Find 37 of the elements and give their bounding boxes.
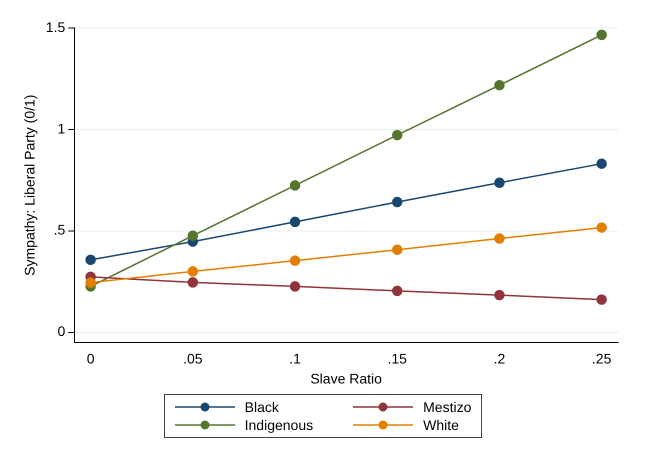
y-tick-label: 1	[57, 120, 66, 136]
point	[392, 130, 402, 140]
point	[188, 230, 198, 241]
point	[290, 281, 300, 292]
point	[596, 158, 607, 169]
x-tick-label: .05	[183, 350, 203, 367]
point	[494, 178, 505, 188]
x-tick-label: .15	[388, 350, 408, 367]
point	[290, 255, 300, 266]
legend-label: Black	[244, 399, 279, 415]
x-tick-label: .25	[592, 350, 612, 367]
y-tick-label: 0	[57, 323, 66, 340]
point	[188, 277, 198, 288]
point	[596, 222, 607, 233]
point	[494, 233, 505, 244]
legend-label: Indigenous	[244, 417, 314, 433]
point	[494, 290, 505, 300]
legend-label: Mestizo	[423, 399, 472, 415]
point	[596, 30, 607, 40]
x-tick-label: .2	[494, 350, 506, 367]
x-tick-label: .1	[289, 350, 302, 367]
y-axis-title: Sympathy: Liberal Party (0/1)	[21, 94, 38, 276]
y-tick-label: 1.5	[46, 18, 66, 35]
point	[85, 254, 96, 266]
point	[290, 180, 300, 191]
x-tick-label: 0	[86, 350, 95, 367]
legend-label: White	[423, 417, 459, 433]
point	[290, 216, 300, 228]
point	[392, 286, 402, 296]
point	[392, 244, 402, 255]
x-axis-title: Slave Ratio	[310, 370, 382, 386]
point	[392, 196, 402, 208]
point	[596, 294, 607, 305]
y-tick-label: .5	[54, 222, 66, 238]
point	[494, 80, 505, 90]
point	[85, 277, 96, 288]
point	[188, 266, 198, 277]
